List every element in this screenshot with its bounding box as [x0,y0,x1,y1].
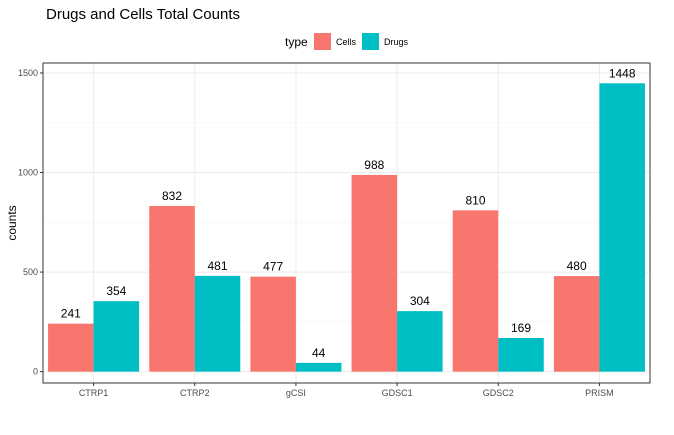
data-label: 477 [263,260,283,274]
bars [48,83,645,372]
y-tick-label: 1000 [18,168,38,178]
bar-cells-ctrp2 [149,205,195,372]
data-label: 169 [511,321,531,335]
x-tick-label: PRISM [585,388,614,398]
legend: type Cells Drugs [285,33,409,50]
x-tick-label: GDSC1 [382,388,413,398]
data-label: 988 [364,158,384,172]
bar-drugs-gdsc1 [397,311,443,372]
x-tick-label: GDSC2 [483,388,514,398]
y-tick-label: 1500 [18,68,38,78]
bar-cells-gcsi [250,276,296,372]
plot-area: 241 354 832 481 477 44 988 304 810 169 480 1448 [42,62,651,384]
data-label: 304 [410,294,430,308]
x-axis: CTRP1 CTRP2 gCSI GDSC1 GDSC2 PRISM [79,383,614,398]
data-label: 832 [162,189,182,203]
x-tick-label: CTRP2 [180,388,210,398]
y-tick-label: 500 [23,267,38,277]
legend-label-cells: Cells [336,37,357,47]
y-axis-label: counts [5,205,19,240]
legend-swatch-cells [314,33,331,50]
bar-drugs-gdsc2 [498,337,544,372]
data-label: 354 [106,284,126,298]
bar-cells-gdsc1 [351,174,398,372]
plot-panel [43,63,650,383]
data-label: 44 [312,346,326,360]
data-label: 1448 [609,66,636,80]
y-axis: 0 500 1000 1500 [18,68,43,377]
bar-cells-ctrp1 [48,323,94,372]
data-label: 810 [465,193,485,207]
data-label: 241 [61,307,81,321]
y-tick-label: 0 [33,367,38,377]
x-tick-label: gCSI [286,388,306,398]
chart-title: Drugs and Cells Total Counts [46,6,240,23]
legend-swatch-drugs [362,33,379,50]
bar-drugs-prism [599,83,645,372]
legend-label-drugs: Drugs [384,37,409,47]
legend-title: type [285,35,308,49]
bar-cells-prism [553,276,600,372]
x-tick-label: CTRP1 [79,388,109,398]
bar-cells-gdsc2 [452,210,499,372]
bar-drugs-ctrp1 [93,301,140,372]
data-label: 481 [207,259,227,273]
data-label: 480 [567,259,587,273]
bar-drugs-ctrp2 [194,275,241,372]
bar-drugs-gcsi [295,362,342,372]
plot-border [42,62,651,384]
data-labels: 241 354 832 481 477 44 988 304 810 169 480 1448 [61,66,636,360]
